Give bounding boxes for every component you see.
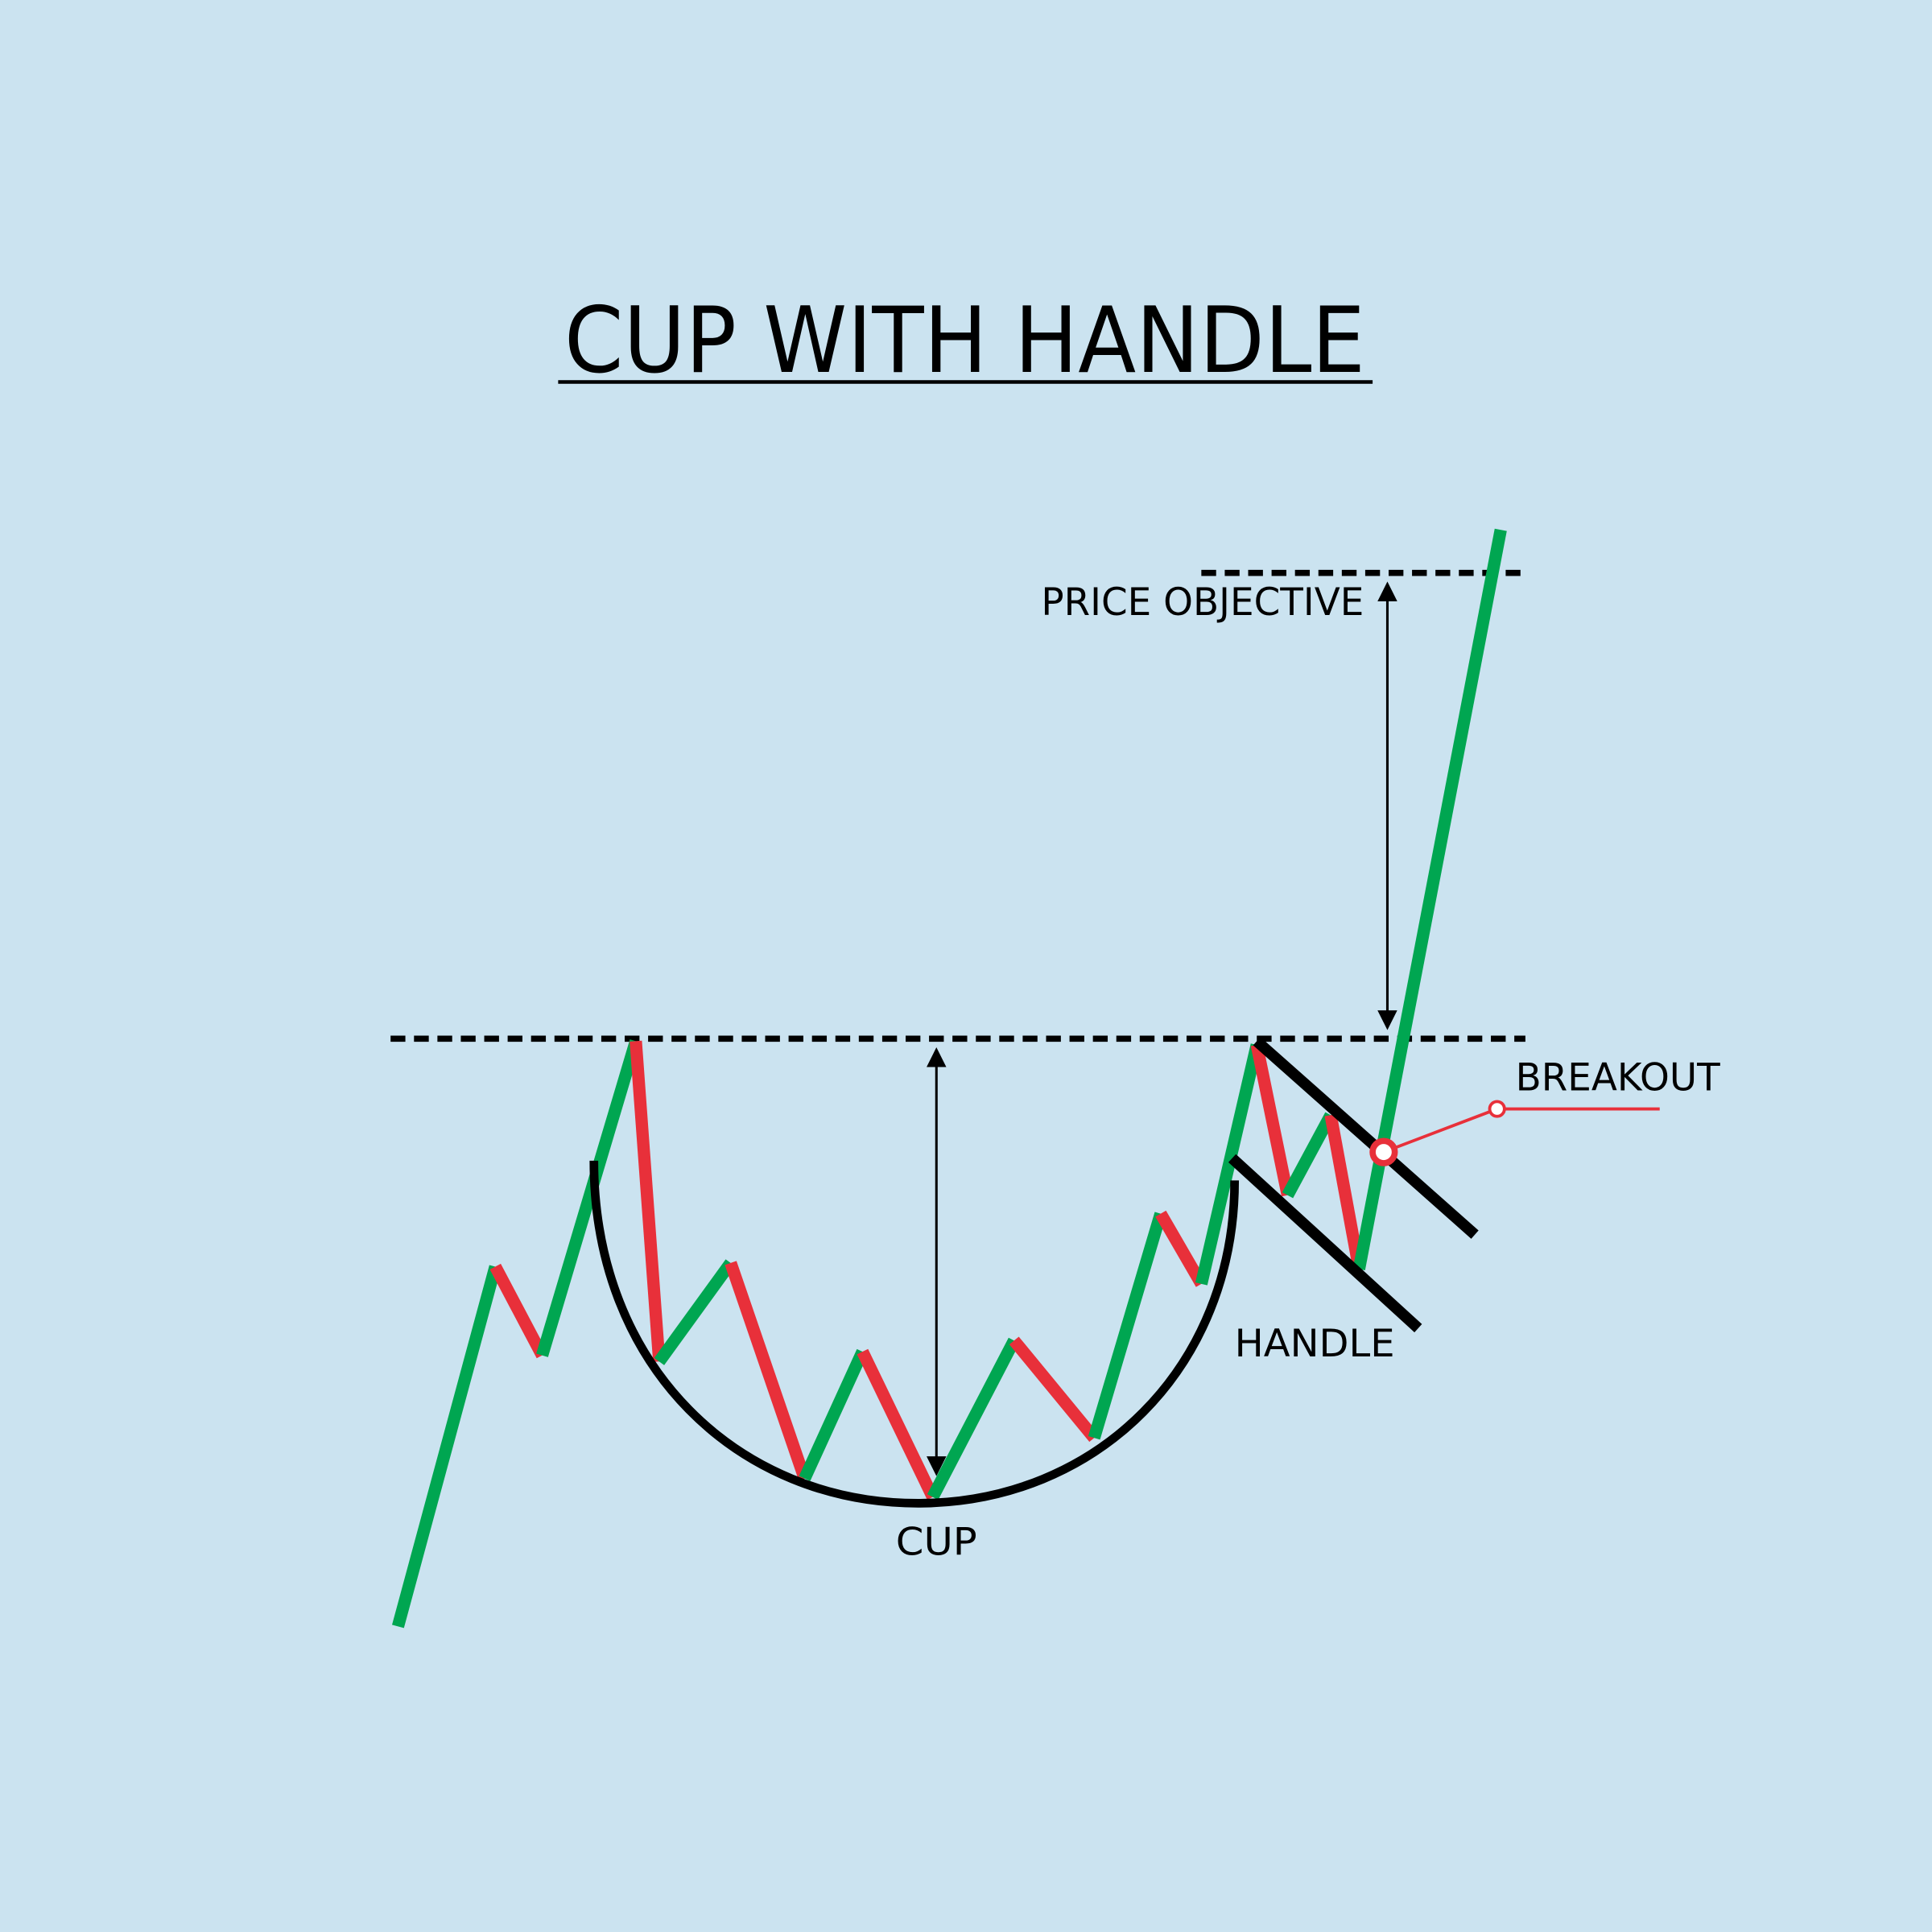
- price-up-segment: [392, 1265, 502, 1629]
- breakout-label-marker: [1488, 1100, 1506, 1118]
- price-up-segment: [799, 1348, 869, 1481]
- handle-upper-line: [1253, 1037, 1479, 1239]
- cup-arc: [589, 1160, 1240, 1508]
- price-down-segment: [1250, 1043, 1294, 1197]
- price-down-segment: [857, 1348, 939, 1501]
- breakout-label: BREAKOUT: [1516, 1056, 1721, 1100]
- price-up-segment: [654, 1259, 736, 1365]
- price-objective-label: PRICE OBJECTIVE: [1041, 580, 1364, 625]
- breakout-point-marker: [1369, 1137, 1398, 1166]
- price-up-segment: [536, 1039, 642, 1357]
- price-down-segment: [724, 1261, 811, 1481]
- price-up-segment: [927, 1337, 1020, 1501]
- page-title: CUP WITH HANDLE: [564, 287, 1365, 394]
- price-up-segment: [1088, 1212, 1167, 1440]
- price-up-segment: [1195, 1043, 1263, 1286]
- price-down-segment: [1155, 1210, 1207, 1287]
- price-down-segment: [489, 1263, 548, 1359]
- price-down-segment: [1324, 1113, 1365, 1270]
- handle-lower-line: [1228, 1154, 1422, 1333]
- price-down-segment: [1009, 1336, 1100, 1443]
- price-up-segment: [1282, 1112, 1336, 1199]
- price-down-segment: [630, 1040, 666, 1362]
- cup-label: CUP: [896, 1521, 977, 1565]
- handle-label: HANDLE: [1235, 1322, 1395, 1366]
